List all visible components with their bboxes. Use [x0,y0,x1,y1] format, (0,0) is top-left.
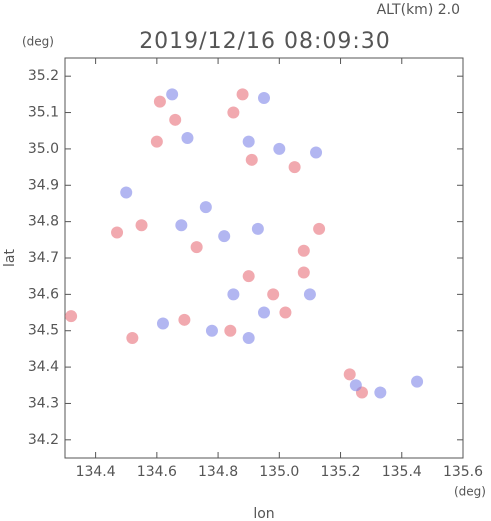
x-tick-label: 135.6 [443,464,483,480]
echo-point [150,135,163,148]
plot-frame [64,57,464,459]
echo-point [297,244,310,257]
echo-point [166,88,179,101]
echo-point [111,226,124,239]
echo-point [242,332,255,344]
echo-point [303,288,316,301]
echo-point [227,106,240,119]
echo-point [273,142,286,155]
echo-point [242,135,255,148]
echo-point [175,219,188,232]
echo-point [288,161,301,174]
echo-point [169,113,182,126]
echo-point [181,132,194,144]
y-tick-label: 34.5 [28,323,59,339]
echo-point [313,222,326,235]
echo-point [224,324,237,337]
y-tick-label: 34.2 [28,432,59,448]
echo-point [135,219,148,232]
y-tick-label: 34.6 [28,286,59,302]
y-tick-label: 34.4 [28,359,59,375]
echo-point [258,306,270,319]
x-tick-label: 134.6 [137,464,177,480]
echo-point [343,368,356,381]
x-unit: (deg) [454,485,486,499]
y-tick-label: 34.3 [28,395,59,411]
echo-point [178,313,191,326]
echo-point [65,310,78,323]
echo-point [227,288,240,301]
x-tick-label: 135.4 [382,464,422,480]
y-tick-label: 35.2 [28,68,59,84]
echo-point [242,270,255,283]
y-tick-label: 34.9 [28,177,59,193]
x-tick-label: 134.8 [198,464,238,480]
echo-point [349,379,362,392]
echo-point [267,288,280,301]
echo-point [297,266,310,279]
x-tick-label: 135.2 [320,464,360,480]
x-tick-label: 135.0 [259,464,299,480]
altitude-label: ALT(km) 2.0 [377,2,460,18]
echo-point [374,386,387,399]
echo-point [190,241,203,254]
echo-point [205,324,218,337]
echo-point [156,317,169,330]
echo-point [126,332,139,344]
x-tick-label: 134.4 [76,464,116,480]
y-tick-label: 34.7 [28,250,59,266]
x-axis-label: lon [253,506,274,521]
y-tick-label: 34.8 [28,214,59,230]
echo-point [411,375,424,388]
y-axis-label: lat [2,249,18,267]
echo-point [258,92,270,104]
echo-point [199,201,212,214]
echo-point [279,306,292,319]
echo-point [153,95,166,108]
echo-point [310,146,323,159]
echo-point [245,153,258,166]
y-tick-label: 35.1 [28,105,59,121]
y-tick-label: 35.0 [28,141,59,157]
echo-point [120,186,133,199]
echo-point [218,230,231,243]
echo-point [236,88,249,101]
chart-title: 2019/12/16 08:09:30 [139,29,391,54]
y-unit: (deg) [22,35,54,49]
echo-point [251,222,264,235]
